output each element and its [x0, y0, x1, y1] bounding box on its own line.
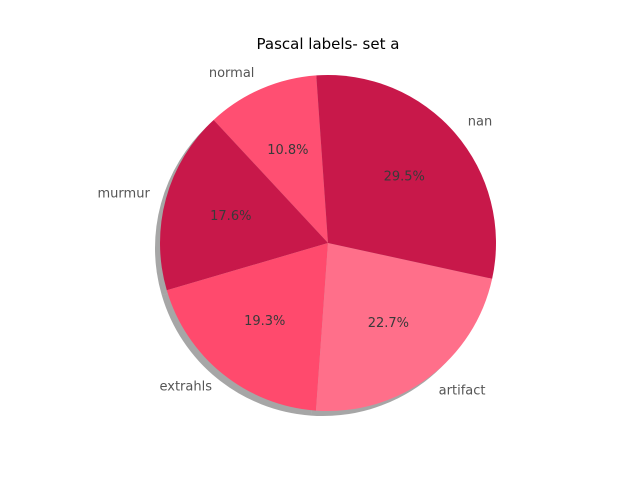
slice-label-normal: normal: [209, 66, 255, 81]
chart-title: Pascal labels- set a: [257, 35, 400, 53]
pie-slice-normal: [213, 75, 328, 243]
percent-label-extrahls: 19.3%: [244, 314, 285, 329]
pie-slices: [159, 75, 496, 411]
percent-label-artifact: 22.7%: [368, 316, 409, 331]
pie-slice-nan: [316, 75, 496, 279]
pie-slice-extrahls: [166, 243, 328, 411]
percent-label-nan: 29.5%: [384, 170, 425, 185]
pie-labels: normal 10.8% murmur 17.6% extrahls 19.3% artif…: [98, 66, 493, 399]
percent-label-normal: 10.8%: [267, 143, 308, 158]
slice-label-nan: nan: [468, 115, 492, 130]
percent-label-murmur: 17.6%: [210, 209, 251, 224]
slice-label-murmur: murmur: [98, 187, 151, 202]
pie-slice-artifact: [315, 243, 493, 411]
slice-label-artifact: artifact: [439, 383, 486, 398]
pie-slice-murmur: [159, 119, 328, 291]
slice-label-extrahls: extrahls: [159, 379, 212, 394]
